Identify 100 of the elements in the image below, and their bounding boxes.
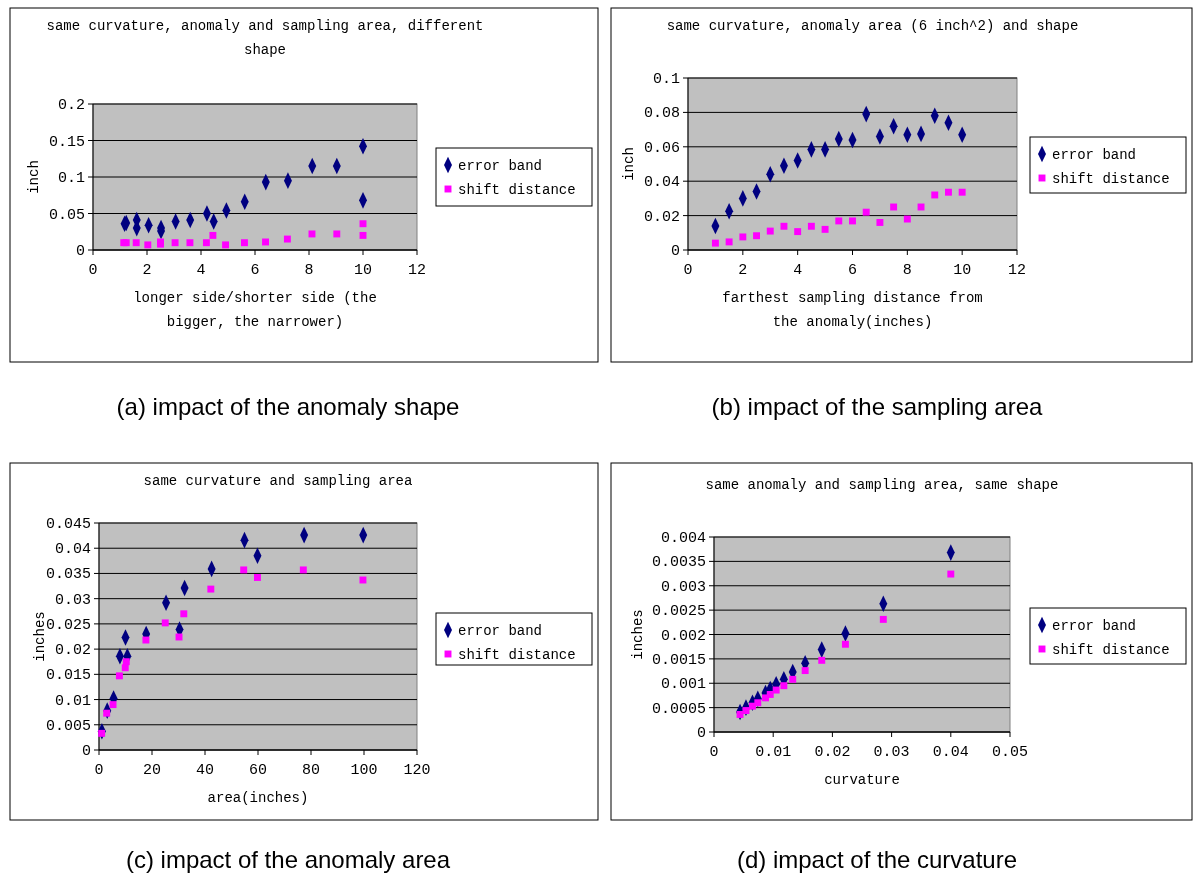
- x-tick-label: 0: [94, 762, 104, 779]
- x-tick-label: 4: [793, 262, 803, 279]
- point: [780, 682, 788, 690]
- legend-label: error band: [1052, 147, 1137, 163]
- y-tick-label: 0.04: [643, 174, 680, 192]
- text: (c) impact of the anomaly area: [125, 846, 451, 873]
- point: [780, 222, 788, 230]
- y-tick-label: 0.0025: [651, 603, 706, 621]
- point: [903, 215, 911, 223]
- point: [772, 686, 780, 694]
- point: [711, 239, 719, 247]
- x-tick-label: 8: [304, 262, 314, 279]
- point: [818, 656, 826, 664]
- x-tick-label: 0.02: [814, 744, 851, 761]
- chart-title: same curvature and sampling area: [143, 473, 413, 489]
- x-tick-label: 120: [403, 762, 431, 779]
- y-tick-label: 0.025: [45, 616, 91, 634]
- point: [186, 239, 194, 247]
- y-tick-label: 0.003: [660, 578, 706, 596]
- legend-label: shift distance: [458, 647, 576, 663]
- x-tick-label: 12: [407, 262, 427, 279]
- x-axis-title: farthest sampling distance from the anomaly(inches): [722, 290, 983, 330]
- y-tick-label: 0.08: [643, 105, 680, 123]
- chart-title: same curvature, anomaly and sampling area, different shape: [46, 18, 484, 58]
- chart-title: same anomaly and sampling area, same shape: [705, 477, 1059, 493]
- chart-title: same curvature, anomaly area (6 inch^2) and shape: [666, 18, 1079, 34]
- point: [766, 227, 774, 235]
- x-tick-label: 6: [847, 262, 858, 279]
- legend-label: shift distance: [458, 182, 576, 198]
- x-tick-label: 40: [195, 762, 215, 779]
- y-tick-label: 0.04: [54, 541, 91, 559]
- point: [753, 232, 761, 240]
- y-tick-label: 0.0005: [651, 700, 706, 718]
- point: [109, 701, 117, 709]
- text: (d) impact of the curvature: [736, 846, 1018, 873]
- point: [794, 228, 802, 236]
- legend-label: error band: [458, 623, 543, 639]
- legend-label: shift distance: [1052, 171, 1170, 187]
- x-tick-label: 8: [902, 262, 912, 279]
- point: [958, 188, 966, 196]
- y-tick-label: 0.15: [48, 133, 85, 151]
- y-tick-label: 0.0015: [651, 651, 706, 669]
- y-axis-title: inches: [32, 611, 48, 662]
- point: [801, 667, 809, 675]
- x-axis-title: area(inches): [207, 790, 309, 806]
- point: [879, 615, 887, 623]
- y-tick-label: 0.02: [54, 642, 91, 660]
- y-tick-label: 0.035: [45, 566, 91, 584]
- y-tick-label: 0.005: [45, 717, 91, 735]
- legend-label: error band: [1052, 618, 1137, 634]
- point: [241, 239, 248, 247]
- text: (b) impact of the sampling area: [711, 393, 1044, 420]
- point: [862, 208, 870, 216]
- y-tick-label: 0.004: [660, 530, 706, 547]
- point: [807, 222, 815, 230]
- x-tick-label: 12: [1007, 262, 1027, 279]
- point: [725, 238, 733, 246]
- text: (a) impact of the anomaly shape: [116, 393, 460, 420]
- point: [144, 241, 152, 249]
- point: [835, 217, 843, 225]
- y-tick-label: 0.06: [643, 139, 680, 157]
- point: [207, 585, 215, 593]
- point: [944, 188, 952, 196]
- x-tick-label: 60: [248, 762, 268, 779]
- point: [931, 191, 939, 199]
- y-axis-title: inch: [621, 147, 637, 181]
- y-tick-label: 0.02: [643, 208, 680, 226]
- y-axis-title: inches: [630, 609, 646, 660]
- y-tick-label: 0.1: [652, 71, 680, 88]
- y-tick-label: 0.01: [54, 692, 91, 710]
- y-tick-label: 0.002: [660, 627, 706, 645]
- y-tick-label: 0.001: [660, 676, 706, 694]
- point: [115, 672, 123, 680]
- point: [766, 691, 774, 698]
- x-tick-label: 2: [738, 262, 748, 279]
- point: [171, 239, 179, 247]
- point: [841, 640, 849, 648]
- x-tick-label: 80: [301, 762, 321, 779]
- point: [122, 658, 130, 666]
- point: [789, 675, 797, 683]
- point: [947, 570, 955, 578]
- x-tick-label: 0.04: [932, 744, 969, 761]
- x-tick-label: 0.05: [991, 744, 1029, 761]
- y-tick-label: 0.015: [45, 667, 91, 685]
- x-tick-label: 0.03: [873, 744, 910, 761]
- point: [283, 235, 291, 243]
- y-tick-label: 0: [696, 725, 706, 742]
- x-tick-label: 10: [953, 262, 972, 279]
- legend-label: error band: [458, 158, 543, 174]
- point: [299, 566, 307, 574]
- x-axis-title: curvature: [824, 772, 900, 788]
- x-tick-label: 2: [142, 262, 152, 279]
- point: [132, 239, 140, 247]
- y-tick-label: 0.2: [57, 97, 85, 114]
- y-axis-title: inch: [26, 160, 42, 194]
- x-tick-label: 10: [353, 262, 373, 279]
- legend-label: shift distance: [1052, 642, 1170, 658]
- y-tick-label: 0.045: [45, 516, 91, 533]
- y-tick-label: 0.03: [54, 591, 91, 609]
- x-tick-label: 6: [250, 262, 260, 279]
